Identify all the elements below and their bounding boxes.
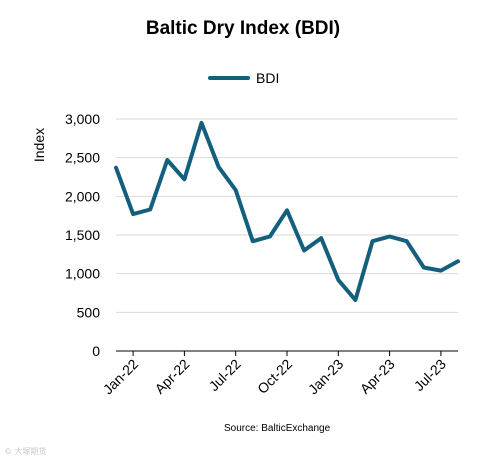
source-note: Source: BalticExchange bbox=[224, 423, 331, 434]
y-tick-label: 0 bbox=[92, 343, 100, 359]
y-tick-label: 2,500 bbox=[65, 150, 100, 166]
series-line-bdi bbox=[114, 120, 460, 302]
x-tick-label: Apr-22 bbox=[151, 356, 192, 397]
y-axis-ticks: 0 500 1,000 1,500 2,000 2,500 3,000 bbox=[65, 111, 100, 359]
y-tick-label: 500 bbox=[77, 304, 101, 320]
x-tick-label: Apr-23 bbox=[357, 356, 398, 397]
y-axis-title: Index bbox=[31, 128, 47, 162]
x-tick-label: Jul-23 bbox=[411, 356, 449, 394]
x-tick-label: Oct-22 bbox=[254, 356, 295, 397]
x-tick-label: Jan-23 bbox=[305, 356, 347, 398]
watermark: © 大塚期货 bbox=[4, 447, 47, 456]
y-tick-label: 1,500 bbox=[65, 227, 100, 243]
y-tick-label: 2,000 bbox=[65, 188, 100, 204]
series-group bbox=[114, 120, 460, 302]
legend: BDI bbox=[208, 70, 279, 86]
gridlines bbox=[116, 118, 458, 313]
y-tick-label: 1,000 bbox=[65, 266, 100, 282]
legend-label-bdi: BDI bbox=[256, 70, 280, 86]
x-tick-label: Jan-22 bbox=[100, 356, 142, 398]
x-axis: Jan-22 Apr-22 Jul-22 Oct-22 Jan-23 Apr-23 Jul-… bbox=[100, 350, 458, 398]
y-tick-label: 3,000 bbox=[65, 111, 100, 127]
chart-title: Baltic Dry Index (BDI) bbox=[145, 18, 341, 39]
legend-swatch-bdi bbox=[208, 76, 250, 80]
x-tick-label: Jul-22 bbox=[206, 356, 244, 394]
